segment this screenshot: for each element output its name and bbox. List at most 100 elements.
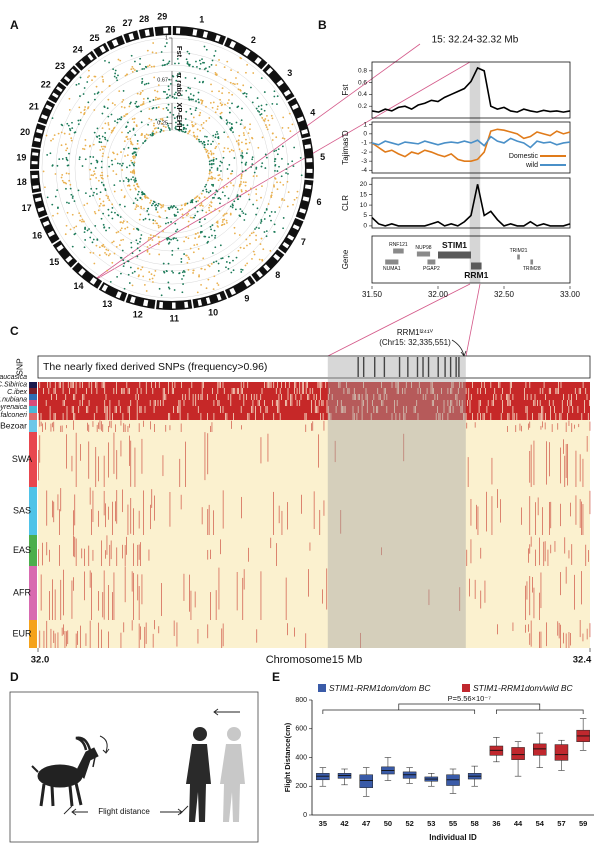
track-dot [148,237,150,239]
track-dot [240,161,243,164]
heatmap-texture [218,382,220,388]
heatmap-texture [450,388,451,394]
track-dot [189,201,192,204]
heatmap-texture [378,394,380,400]
gene-label: TRIM21 [510,248,528,254]
track-dot [239,89,242,92]
heatmap-texture [207,509,209,535]
heatmap-texture [525,624,526,633]
heatmap-texture [112,413,113,420]
heatmap-texture [165,424,167,432]
heatmap-texture [39,382,41,388]
heatmap-texture [459,382,460,388]
track-dot [73,200,76,203]
track-dot [68,108,71,111]
heatmap-texture [241,496,242,519]
heatmap-texture [568,550,570,559]
track-dot [126,73,129,76]
track-dot [123,115,125,117]
track-dot [152,200,155,203]
heatmap-texture [529,450,531,483]
heatmap-texture [91,572,92,620]
track-dot [145,137,148,140]
track-dot [117,214,120,217]
track-dot [125,176,128,179]
y-tick-label: 1 [363,121,367,128]
track-dot [237,105,240,108]
track-dot [204,143,206,146]
heatmap-texture [191,382,193,388]
group-strip [29,413,37,420]
ideogram-band [302,196,310,202]
heatmap-texture [200,394,202,400]
heatmap-texture [383,394,385,400]
heatmap-texture [495,394,497,400]
track-dot [113,75,116,78]
track-dot [107,195,109,198]
chromosome-label: 11 [170,313,180,323]
heatmap-texture [138,423,140,432]
track-dot [182,130,184,133]
track-dot [74,131,77,134]
ideogram-band [70,68,77,75]
track-dot [193,216,195,219]
heatmap-texture [405,406,407,413]
track-dot [143,67,145,70]
track-dot [192,94,195,97]
heatmap-texture [84,571,85,601]
track-dot [244,164,247,166]
track-dot [196,135,199,138]
heatmap-texture [203,382,204,388]
y-axis-label: Tajimas'D [341,130,350,165]
track-dot [247,132,250,135]
track-dot [79,76,82,79]
track-dot [282,116,285,119]
track-dot [96,127,99,130]
track-dot [260,104,263,107]
track-dot [237,249,240,252]
heatmap-texture [140,406,142,413]
heatmap-texture [40,421,42,427]
heatmap-texture [251,394,252,400]
track-dot [66,201,68,204]
heatmap-texture [74,394,76,400]
track-dot [210,83,212,86]
track-dot [132,157,135,160]
track-dot [100,160,103,163]
heatmap-texture [122,544,123,559]
track-dot [266,114,268,117]
track-dot [204,218,206,221]
heatmap-texture [327,413,329,420]
track-dot [95,176,98,179]
track-dot [246,262,249,265]
chromosome-label: 4 [310,108,315,118]
track-dot [90,174,93,177]
heatmap-texture [352,413,354,420]
heatmap-texture [243,400,245,406]
track-dot [164,45,167,48]
heatmap-texture [194,591,196,608]
track-dot [203,146,206,149]
track-dot [196,210,199,213]
heatmap-texture [218,567,220,610]
track-dot [120,118,122,121]
heatmap-texture [43,388,44,394]
heatmap-texture [482,413,484,420]
heatmap-texture [96,424,98,432]
heatmap-texture [300,394,302,400]
track-dot [128,105,131,108]
track-dot [174,91,177,94]
heatmap-texture [218,400,220,406]
track-dot [156,90,159,93]
track-dot [197,98,200,101]
track-dot [184,77,187,79]
ideogram-band [214,34,221,42]
heatmap-texture [140,542,141,566]
track-dot [201,205,204,207]
heatmap-texture [134,447,136,487]
ideogram-band [32,185,40,190]
track-dot [174,222,177,225]
heatmap-texture [216,394,217,400]
heatmap-texture [474,422,476,428]
heatmap-texture [164,394,165,400]
